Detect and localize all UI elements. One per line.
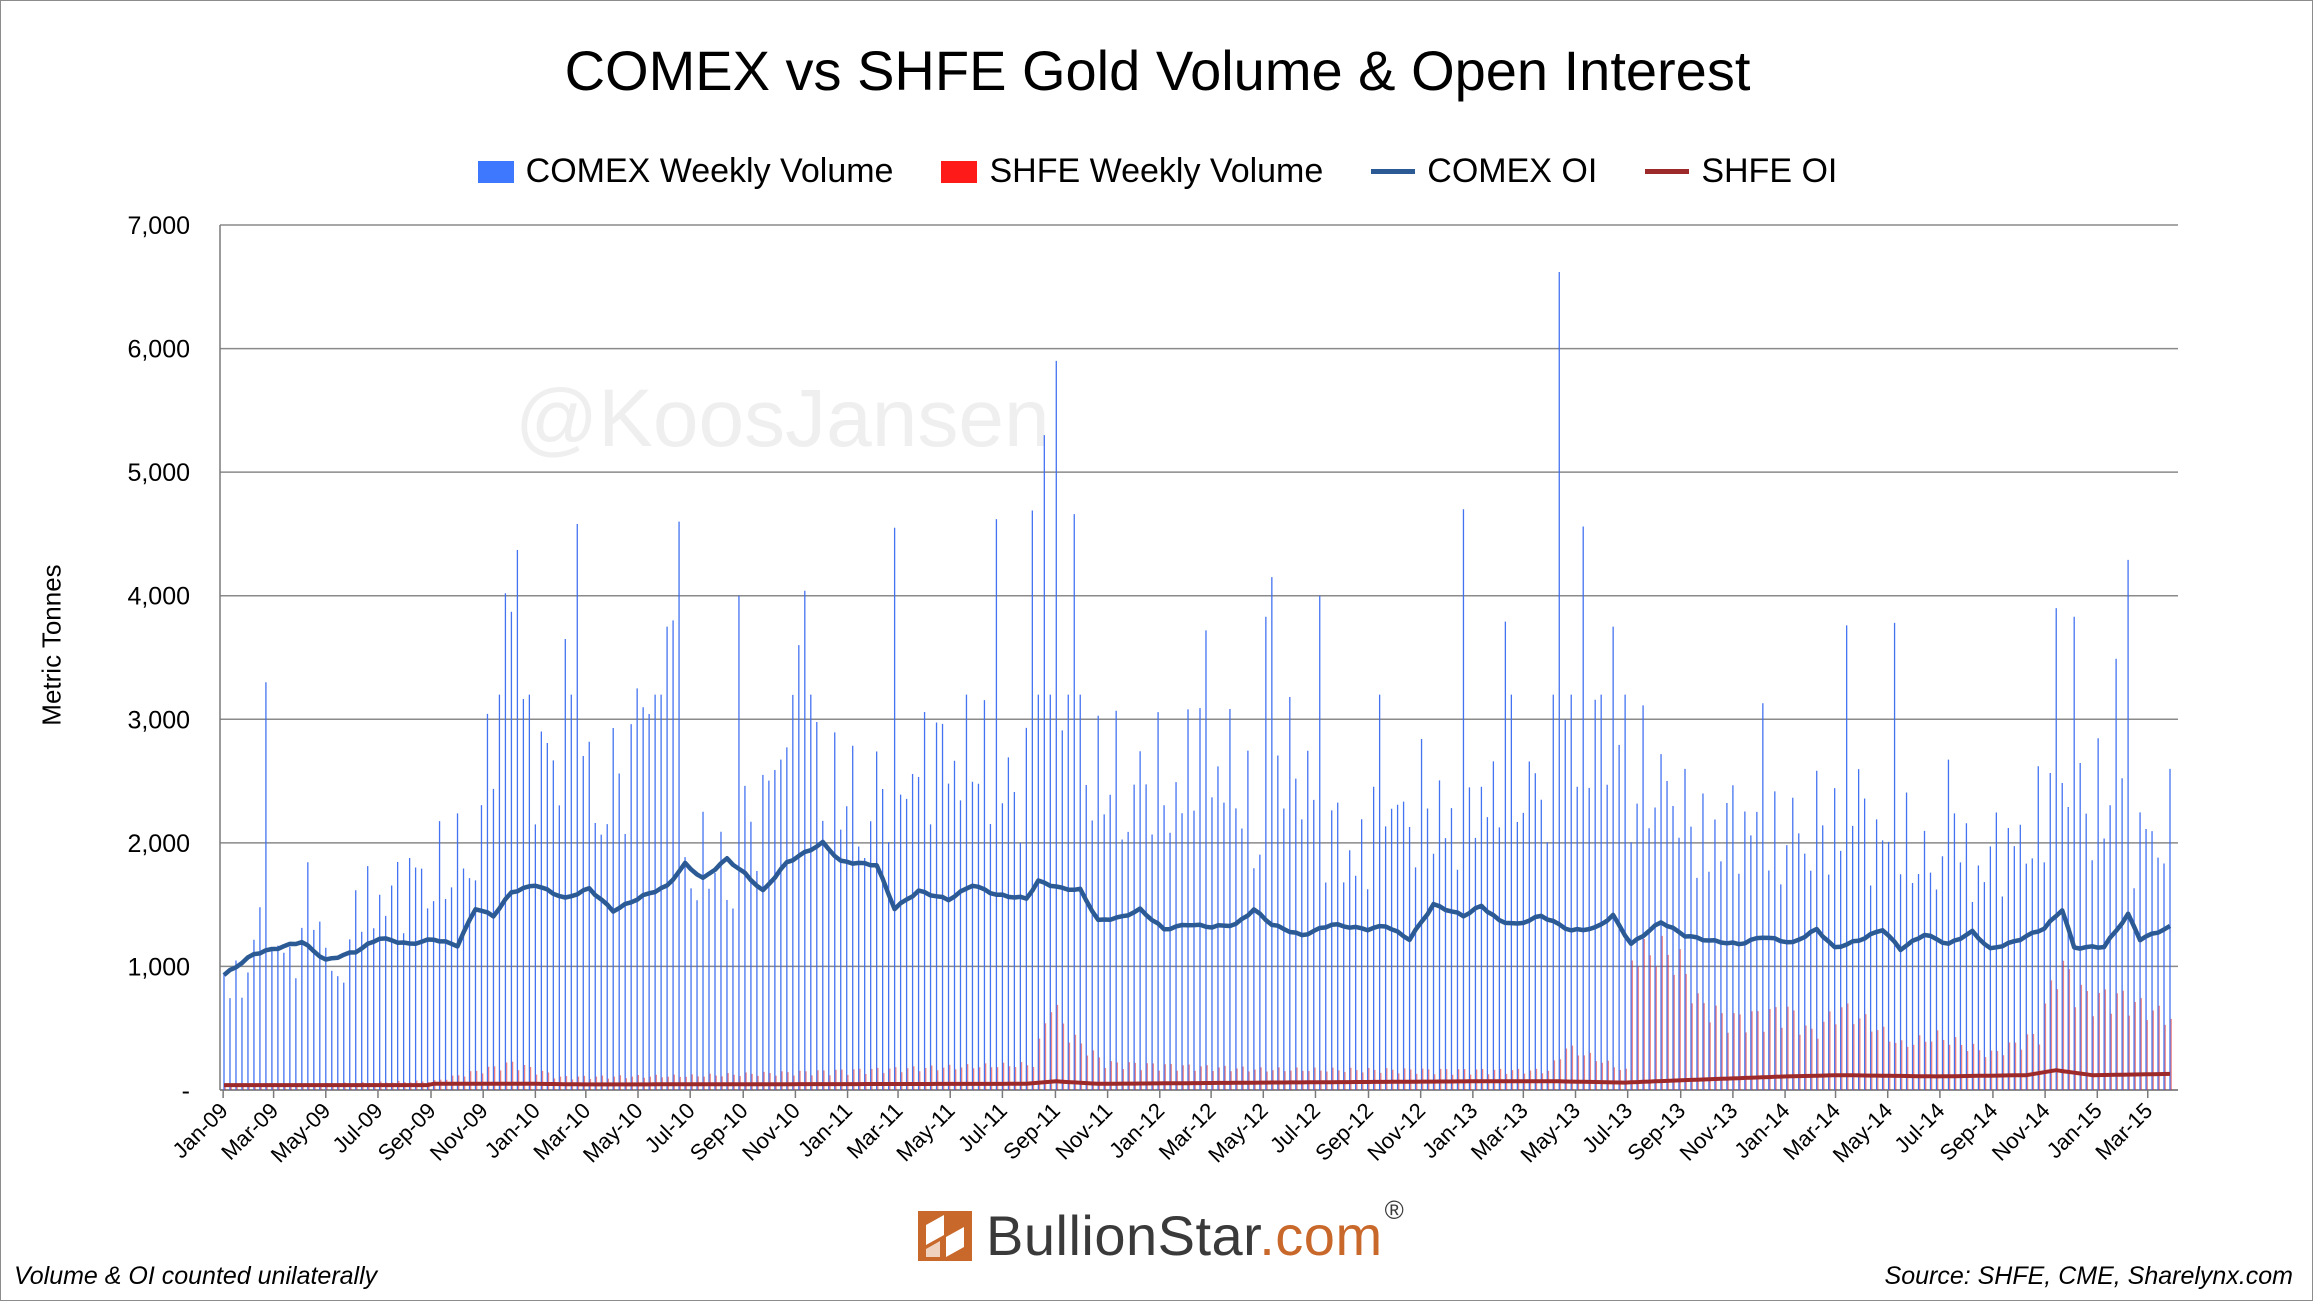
y-tick-label: 7,000 xyxy=(127,212,190,240)
x-tick-label: Sep-13 xyxy=(1622,1098,1690,1166)
x-tick-label: May-10 xyxy=(578,1098,648,1168)
x-tick-label: Sep-09 xyxy=(373,1098,441,1166)
legend-label-comex-oi: COMEX OI xyxy=(1427,152,1598,190)
shfe-oi-line xyxy=(224,1068,2171,1088)
x-tick-label: Nov-12 xyxy=(1362,1098,1430,1166)
x-tick-label: Nov-09 xyxy=(425,1098,493,1166)
x-tick-label: Nov-11 xyxy=(1050,1098,1117,1165)
x-tick-label: Sep-10 xyxy=(685,1098,753,1166)
bullionstar-logo: BullionStar.com® xyxy=(918,1195,1404,1268)
legend-label-comex-volume: COMEX Weekly Volume xyxy=(525,152,894,190)
x-tick-label: May-14 xyxy=(1828,1098,1898,1168)
x-tick-label: May-11 xyxy=(891,1098,959,1166)
legend-swatch-shfe-volume xyxy=(941,160,978,183)
y-tick-label: 1,000 xyxy=(127,953,190,981)
logo-brand: BullionStar xyxy=(986,1204,1260,1267)
y-tick-label: 5,000 xyxy=(127,459,190,487)
x-tick-label: Sep-14 xyxy=(1935,1098,2003,1166)
y-tick-label: 6,000 xyxy=(127,336,190,364)
logo-suffix: .com xyxy=(1259,1204,1383,1267)
legend-label-shfe-oi: SHFE OI xyxy=(1701,152,1838,190)
logo-registered: ® xyxy=(1384,1195,1405,1225)
y-tick-label: - xyxy=(182,1077,190,1105)
legend-swatch-comex-volume xyxy=(477,160,514,183)
watermark: @KoosJansen xyxy=(515,373,1050,464)
legend-item-shfe-volume: SHFE Weekly Volume xyxy=(941,152,1323,191)
x-tick-label: May-09 xyxy=(266,1098,336,1168)
y-tick-label: 3,000 xyxy=(127,706,190,734)
legend-item-comex-volume: COMEX Weekly Volume xyxy=(477,152,894,191)
legend-item-shfe-oi: SHFE OI xyxy=(1645,152,1837,191)
x-tick-label: May-12 xyxy=(1203,1098,1273,1168)
footnote-left: Volume & OI counted unilaterally xyxy=(14,1262,378,1290)
chart-title: COMEX vs SHFE Gold Volume & Open Interes… xyxy=(564,39,1751,102)
comex-oi-line xyxy=(222,839,2172,977)
x-tick-label: Mar-15 xyxy=(2090,1098,2157,1165)
legend-line-comex-oi xyxy=(1371,169,1416,174)
legend-line-shfe-oi xyxy=(1645,169,1690,174)
chart-legend: COMEX Weekly Volume SHFE Weekly Volume C… xyxy=(0,152,2315,191)
x-tick-label: Nov-13 xyxy=(1675,1098,1743,1166)
y-tick-label: 4,000 xyxy=(127,583,190,611)
y-tick-label: 2,000 xyxy=(127,830,190,858)
x-tick-label: Nov-14 xyxy=(1987,1098,2055,1166)
legend-item-comex-oi: COMEX OI xyxy=(1371,152,1597,191)
bullionstar-logo-icon xyxy=(918,1210,972,1261)
logo-wordmark: BullionStar.com® xyxy=(986,1195,1404,1268)
footnote-source: Source: SHFE, CME, Sharelynx.com xyxy=(1884,1262,2293,1290)
x-tick-label: Sep-11 xyxy=(998,1098,1065,1165)
legend-label-shfe-volume: SHFE Weekly Volume xyxy=(989,152,1324,190)
x-tick-label: Nov-10 xyxy=(737,1098,805,1166)
x-tick-label: Sep-12 xyxy=(1310,1098,1378,1166)
x-tick-label: May-13 xyxy=(1515,1098,1585,1168)
